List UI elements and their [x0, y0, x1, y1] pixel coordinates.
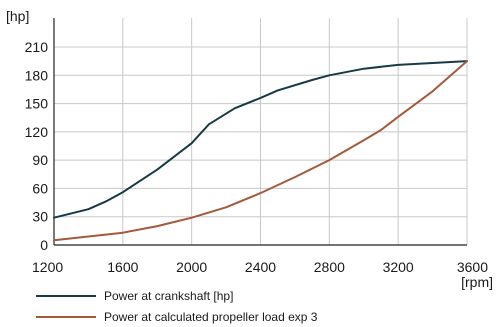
x-tick-label: 3600 [457, 259, 488, 275]
y-tick-label: 120 [25, 124, 49, 140]
series-line-2 [53, 60, 468, 242]
series-lines [53, 60, 468, 242]
x-tick-label: 1200 [32, 259, 63, 275]
y-tick-label: 60 [32, 180, 48, 196]
legend-label-1: Power at crankshaft [hp] [104, 289, 233, 303]
grid-lines [54, 18, 468, 245]
legend: Power at crankshaft [hp] Power at calcula… [36, 289, 318, 324]
axes [53, 18, 467, 246]
y-tick-label: 30 [32, 209, 48, 225]
y-tick-label: 180 [25, 67, 49, 83]
y-tick-label: 0 [40, 237, 48, 253]
x-tick-label: 1600 [107, 259, 138, 275]
y-axis-unit-label: [hp] [6, 8, 29, 24]
x-tick-label: 2000 [176, 259, 207, 275]
series-line-1 [53, 60, 468, 219]
legend-label-2: Power at calculated propeller load exp 3 [104, 310, 318, 324]
tick-labels: 0 30 60 90 120 150 180 210 1200 1600 2000 2400 2800 3… [25, 39, 489, 275]
x-tick-label: 2400 [245, 259, 276, 275]
y-tick-label: 150 [25, 96, 49, 112]
y-tick-label: 90 [32, 152, 48, 168]
y-tick-label: 210 [25, 39, 49, 55]
x-axis-unit-label: [rpm] [461, 274, 493, 290]
x-tick-label: 3200 [383, 259, 414, 275]
x-tick-label: 2800 [314, 259, 345, 275]
